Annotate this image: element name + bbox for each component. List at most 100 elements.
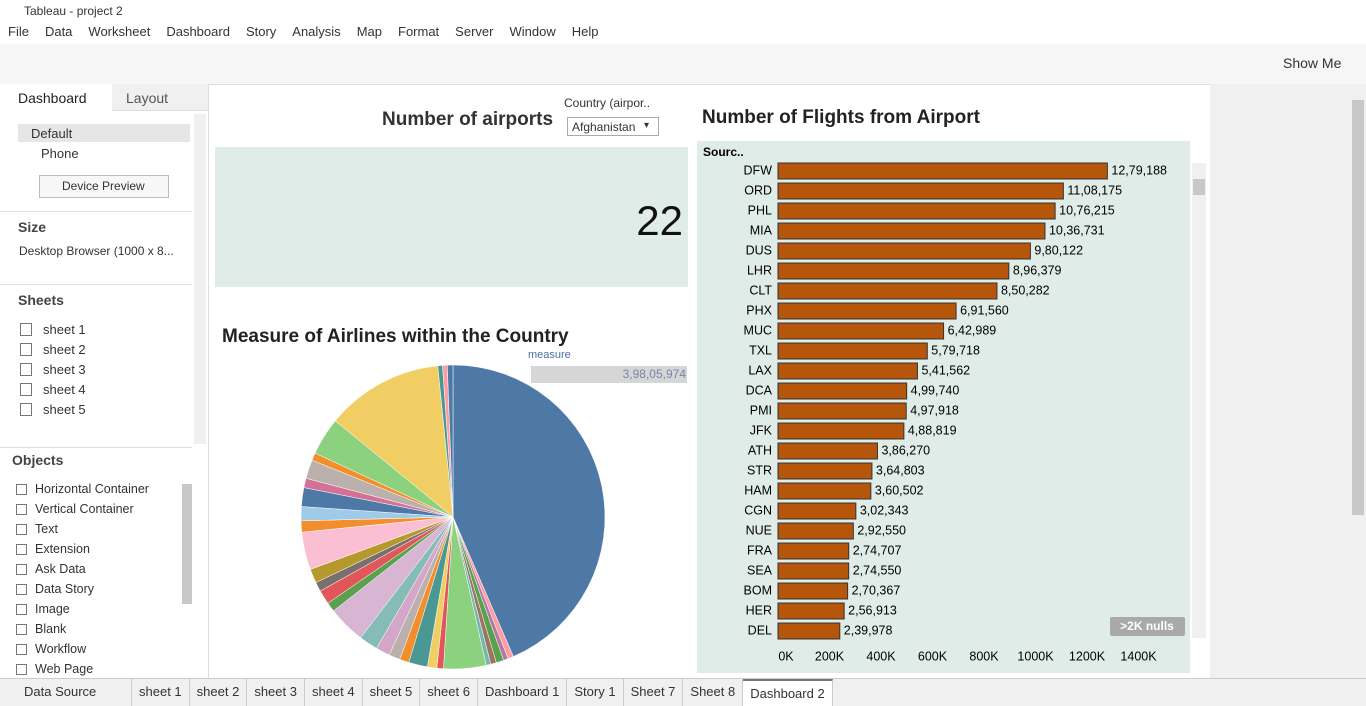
sheet-tab[interactable]: sheet 5 <box>363 679 421 706</box>
sheet-tab[interactable]: Dashboard 1 <box>478 679 568 706</box>
legend-value: 3,98,05,974 <box>623 367 687 381</box>
menu-item[interactable]: Map <box>356 24 382 39</box>
menu-item[interactable]: Analysis <box>292 24 341 39</box>
object-item[interactable]: Extension <box>35 542 90 556</box>
device-item[interactable]: Default <box>31 126 73 141</box>
object-item[interactable]: Blank <box>35 622 67 636</box>
x-tick-label: 1200K <box>1069 649 1106 663</box>
category-label: CLT <box>749 283 772 297</box>
sheet-item[interactable]: sheet 5 <box>43 402 86 417</box>
sheet-item[interactable]: sheet 1 <box>43 322 86 337</box>
menu-item[interactable]: Worksheet <box>88 24 151 39</box>
sheet-tab[interactable]: sheet 6 <box>420 679 478 706</box>
x-tick-label: 400K <box>866 649 896 663</box>
bar <box>777 302 957 320</box>
menu-item[interactable]: Help <box>571 24 599 39</box>
sheet-tab[interactable]: Sheet 7 <box>624 679 684 706</box>
sheet-tab[interactable]: sheet 4 <box>305 679 363 706</box>
chart-title: Measure of Airlines within the Country <box>222 326 569 347</box>
category-label: SEA <box>747 563 773 577</box>
size-value[interactable]: Desktop Browser (1000 x 8... <box>19 244 174 258</box>
bar <box>777 202 1056 220</box>
category-label: LHR <box>747 263 772 277</box>
sheet-tab[interactable]: Story 1 <box>567 679 624 706</box>
menu-item[interactable]: File <box>8 24 29 39</box>
object-icon <box>16 644 27 655</box>
value-label: 12,79,188 <box>1111 163 1167 177</box>
bar <box>777 482 872 500</box>
value-label: 4,97,918 <box>910 403 959 417</box>
category-label: MIA <box>750 223 773 237</box>
object-item[interactable]: Ask Data <box>35 562 86 576</box>
show-me[interactable]: Show Me <box>1283 55 1342 71</box>
sheet-icon <box>20 403 32 416</box>
bar <box>777 542 850 560</box>
sheet-tab[interactable]: Sheet 8 <box>683 679 744 706</box>
bar <box>777 262 1010 280</box>
window-title: Tableau - project 2 <box>24 4 123 18</box>
object-item[interactable]: Text <box>35 522 58 536</box>
column-header: Sourc.. <box>703 145 744 159</box>
bar <box>777 382 908 400</box>
panel-tab[interactable]: Dashboard <box>18 90 87 106</box>
object-item[interactable]: Data Story <box>35 582 95 596</box>
bar <box>777 342 928 360</box>
object-item[interactable]: Image <box>35 602 70 616</box>
bar <box>777 462 873 480</box>
value-label: 2,56,913 <box>848 603 897 617</box>
x-tick-label: 200K <box>815 649 845 663</box>
value-label: 11,08,175 <box>1067 183 1122 197</box>
value-label: 2,70,367 <box>852 583 901 597</box>
sheet-item[interactable]: sheet 2 <box>43 342 86 357</box>
menu-item[interactable]: Format <box>398 24 440 39</box>
menu-item[interactable]: Server <box>455 24 494 39</box>
object-item[interactable]: Horizontal Container <box>35 482 149 496</box>
sheet-item[interactable]: sheet 4 <box>43 382 86 397</box>
filter-dropdown[interactable]: Afghanistan ▾ <box>567 117 659 136</box>
x-tick-label: 0K <box>778 649 794 663</box>
sheet-item[interactable]: sheet 3 <box>43 362 86 377</box>
bar <box>777 582 849 600</box>
menu-item[interactable]: Window <box>509 24 556 39</box>
sheet-tab[interactable]: Data Source <box>0 679 132 706</box>
kpi-value: 22 <box>636 197 683 244</box>
value-label: 3,60,502 <box>875 483 924 497</box>
object-item[interactable]: Vertical Container <box>35 502 134 516</box>
sheet-tab[interactable]: sheet 1 <box>132 679 190 706</box>
menu-bar: File Data Worksheet Dashboard Story Analysis M… <box>0 24 606 44</box>
device-item[interactable]: Phone <box>41 146 79 161</box>
value-label: 8,96,379 <box>1013 263 1062 277</box>
category-label: TXL <box>749 343 772 357</box>
bar <box>777 222 1046 240</box>
pie-slice <box>452 364 606 657</box>
x-tick-label: 800K <box>969 649 999 663</box>
bar <box>777 602 845 620</box>
value-label: 3,64,803 <box>876 463 925 477</box>
nulls-badge-bg <box>1110 617 1185 636</box>
sheet-tab[interactable]: sheet 3 <box>247 679 305 706</box>
bar <box>777 622 841 640</box>
object-item[interactable]: Workflow <box>35 642 87 656</box>
sheet-tab[interactable]: Dashboard 2 <box>743 679 833 706</box>
bar <box>777 562 850 580</box>
panel-tab[interactable]: Layout <box>126 90 169 106</box>
value-label: 4,99,740 <box>911 383 960 397</box>
menu-item[interactable]: Data <box>44 24 73 39</box>
chart-title: Number of Flights from Airport <box>702 107 981 128</box>
bar <box>777 322 945 340</box>
value-label: 2,74,550 <box>853 563 902 577</box>
category-label: PMI <box>750 403 772 417</box>
category-label: CGN <box>744 503 772 517</box>
object-item[interactable]: Web Page <box>35 662 94 676</box>
category-label: DEL <box>748 623 772 637</box>
menu-item[interactable]: Story <box>245 24 277 39</box>
bar-scrollbar[interactable] <box>1192 163 1206 638</box>
sheet-icon <box>20 343 32 356</box>
value-label: 6,42,989 <box>948 323 997 337</box>
menu-item[interactable]: Dashboard <box>166 24 230 39</box>
object-icon <box>16 564 27 575</box>
device-preview[interactable]: Device Preview <box>62 179 145 193</box>
sheet-tab[interactable]: sheet 2 <box>190 679 248 706</box>
